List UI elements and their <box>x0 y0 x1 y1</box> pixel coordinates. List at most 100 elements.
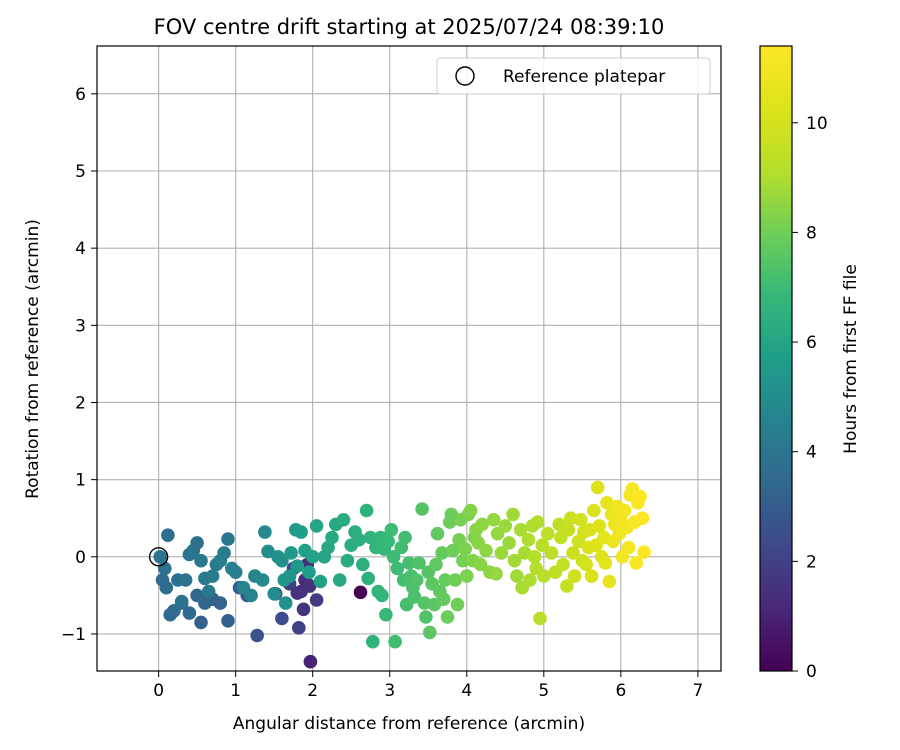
data-point <box>489 567 503 581</box>
data-point <box>282 569 297 583</box>
data-point <box>296 602 311 617</box>
data-point <box>302 579 317 593</box>
data-point <box>440 610 455 624</box>
data-point <box>398 530 412 545</box>
data-point <box>479 543 493 558</box>
data-point <box>423 625 437 640</box>
data-point <box>429 557 443 572</box>
data-point <box>353 585 368 600</box>
data-point <box>309 519 324 533</box>
x-tick-label: 7 <box>692 681 703 701</box>
data-point <box>430 526 445 541</box>
x-tick-label: 5 <box>538 681 549 701</box>
data-point <box>566 546 580 560</box>
data-point <box>448 573 463 587</box>
data-point <box>438 573 453 587</box>
data-point <box>303 654 318 669</box>
data-point <box>587 503 601 518</box>
colorbar-tick-label: 8 <box>806 223 817 243</box>
data-point <box>475 517 490 532</box>
data-point <box>446 543 460 558</box>
data-point <box>205 569 220 583</box>
reference-layer <box>148 547 169 567</box>
legend-marker-reference <box>455 66 475 86</box>
colorbar-label: Hours from first FF file <box>841 264 861 454</box>
data-point <box>201 584 216 599</box>
data-point <box>302 565 316 579</box>
y-axis-label: Rotation from reference (arcmin) <box>23 219 43 499</box>
data-point <box>153 550 167 564</box>
data-point <box>388 634 402 649</box>
data-point <box>415 502 429 516</box>
colorbar-tick-label: 10 <box>806 114 828 134</box>
data-point <box>507 553 522 568</box>
data-point <box>617 503 632 518</box>
data-point <box>590 480 605 495</box>
data-point <box>537 569 551 583</box>
data-point <box>458 542 473 556</box>
data-point <box>190 536 204 550</box>
y-tick-label: 1 <box>75 471 86 491</box>
data-point <box>436 592 451 606</box>
data-point <box>366 634 380 649</box>
y-tick-label: 3 <box>75 316 86 336</box>
data-point <box>194 553 208 568</box>
data-point <box>290 586 305 600</box>
data-point <box>527 550 542 564</box>
y-tick-label: 4 <box>75 239 86 259</box>
data-point <box>544 546 559 560</box>
colorbar-tick-label: 0 <box>806 662 817 682</box>
data-point <box>190 588 204 603</box>
y-tick-label: 6 <box>75 85 86 105</box>
data-point <box>292 621 306 635</box>
data-point <box>556 557 570 572</box>
colorbar-ticks: 0 2 4 6 8 10 <box>792 114 828 682</box>
data-point <box>325 530 339 545</box>
data-point <box>384 523 399 537</box>
data-point <box>267 587 282 601</box>
y-tick-label: 2 <box>75 393 86 413</box>
x-axis-label: Angular distance from reference (arcmin) <box>233 714 585 734</box>
data-point <box>530 515 545 529</box>
data-point <box>217 546 231 560</box>
data-point <box>359 503 374 518</box>
data-point <box>363 530 378 545</box>
data-point <box>390 561 405 576</box>
data-point <box>284 546 298 560</box>
data-point <box>460 569 474 583</box>
data-point <box>417 596 432 610</box>
data-point <box>463 503 478 518</box>
colorbar-tick-label: 6 <box>806 333 817 353</box>
data-point <box>502 536 516 550</box>
data-point <box>506 507 520 522</box>
data-point <box>275 611 289 626</box>
data-point <box>178 573 193 587</box>
colorbar <box>759 45 793 672</box>
data-point <box>592 519 607 533</box>
data-point <box>336 513 351 527</box>
legend-label-reference: Reference platepar <box>503 67 665 87</box>
data-point <box>402 556 416 570</box>
x-tick-label: 4 <box>461 681 472 701</box>
data-point <box>250 628 264 643</box>
x-tick-label: 1 <box>230 681 241 701</box>
data-point <box>309 593 324 607</box>
data-point <box>182 606 197 620</box>
data-point <box>523 573 537 587</box>
data-point <box>584 569 599 583</box>
x-tick-label: 2 <box>307 681 318 701</box>
data-point <box>375 588 389 603</box>
data-point <box>278 596 293 610</box>
x-tick-label: 0 <box>153 681 164 701</box>
data-point <box>221 614 235 628</box>
data-point <box>258 525 272 539</box>
data-point <box>352 533 366 547</box>
legend-box <box>436 57 711 95</box>
data-point <box>356 557 370 572</box>
data-point <box>629 556 644 570</box>
data-point <box>533 611 547 626</box>
y-tick-label: 0 <box>75 548 86 568</box>
chart-title: FOV centre drift starting at 2025/07/24 … <box>154 15 665 39</box>
data-point <box>635 511 650 525</box>
